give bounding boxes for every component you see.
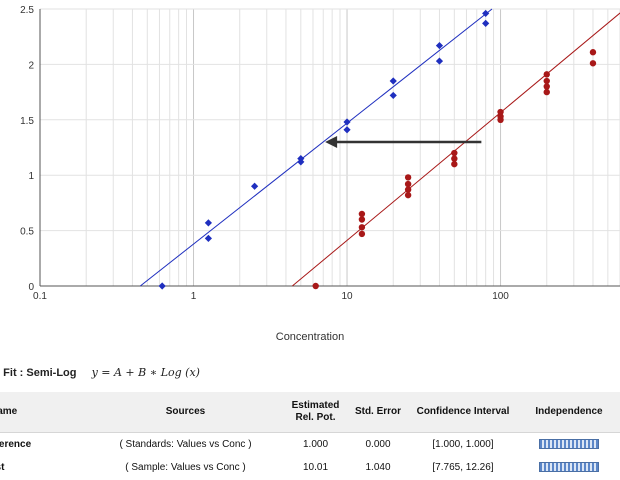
- standard-data-point: [204, 234, 212, 242]
- standard-data-point: [389, 91, 397, 100]
- sample-data-point: [358, 216, 366, 223]
- relative-potency-arrow: [325, 135, 482, 148]
- row-confidence-interval: [7.765, 12.26]: [432, 462, 494, 473]
- sample-data-point: [451, 155, 458, 162]
- fit-equation: y = A + B ∗ Log (x): [91, 366, 200, 379]
- sample-data-point: [404, 180, 412, 188]
- row-sources: ( Sample: Values vs Conc ): [125, 462, 246, 473]
- sample-data-point: [589, 60, 597, 67]
- arrow-head: [325, 135, 338, 148]
- sample-data-point: [497, 108, 504, 116]
- standard-data-point: [482, 19, 490, 28]
- sample-data-point: [404, 186, 412, 193]
- sample-fit-line: [291, 12, 620, 287]
- row-name: eference: [0, 439, 32, 450]
- sample-data-point: [589, 49, 597, 56]
- table-row[interactable]: est ( Sample: Values vs Conc ) 10.01 1.0…: [0, 456, 620, 479]
- row-confidence-interval: [1.000, 1.000]: [432, 439, 494, 450]
- standard-data-point: [482, 9, 490, 18]
- sample-data-point: [497, 113, 504, 120]
- sample-data-point: [358, 224, 366, 231]
- row-std-error: 0.000: [365, 439, 391, 450]
- standard-data-point: [343, 126, 351, 134]
- standard-data-point: [204, 219, 212, 227]
- col-header-sources[interactable]: Sources: [88, 392, 283, 433]
- standard-data-point: [251, 182, 259, 190]
- dose-response-chart: 0 0.5 1 1.5 2 2.5 0.1 1 10 100: [20, 5, 620, 302]
- standard-data-point: [435, 57, 444, 65]
- sample-data-point: [543, 71, 550, 78]
- sample-data-point: [451, 160, 458, 168]
- standard-data-point: [389, 77, 397, 85]
- standard-data-point: [343, 118, 351, 126]
- sample-data-point: [358, 210, 366, 218]
- sample-data-point: [404, 191, 412, 199]
- fit-type-label: e Fit : Semi-Log: [0, 367, 77, 379]
- y-tick-label: 0.5: [20, 227, 34, 238]
- independence-indicator: [539, 462, 599, 473]
- row-name: est: [0, 462, 5, 473]
- grid-lines: [39, 8, 620, 287]
- x-axis-label: Concentration: [275, 331, 345, 343]
- data-points: [158, 9, 597, 290]
- col-header-rel-pot-line2: Rel. Pot.: [295, 412, 336, 423]
- independence-indicator: [539, 439, 599, 450]
- x-tick-label: 1: [191, 291, 197, 302]
- axes: [39, 9, 620, 287]
- y-tick-label: 1.5: [20, 116, 34, 127]
- row-rel-pot: 1.000: [302, 439, 329, 450]
- x-tick-label: 0.1: [33, 291, 47, 302]
- row-independence: [518, 433, 620, 457]
- y-tick-label: 2: [28, 60, 34, 71]
- fit-header: e Fit : Semi-Log y = A + B ∗ Log (x): [0, 366, 200, 384]
- row-sources: ( Standards: Values vs Conc ): [119, 439, 252, 450]
- sample-data-point: [543, 88, 550, 96]
- sample-data-point: [543, 83, 550, 90]
- sample-data-point: [312, 282, 319, 290]
- x-tick-label: 100: [492, 291, 509, 302]
- y-tick-label: 2.5: [20, 5, 34, 16]
- col-header-confidence[interactable]: Confidence Interval: [408, 392, 518, 433]
- col-header-rel-pot-line1: Estimated: [291, 400, 340, 411]
- standard-fit-line: [139, 8, 493, 287]
- tick-labels: 0 0.5 1 1.5 2 2.5 0.1 1 10 100: [20, 5, 509, 302]
- sample-data-point: [404, 174, 412, 181]
- col-header-std-error[interactable]: Std. Error: [348, 392, 408, 433]
- y-tick-label: 1: [28, 171, 34, 182]
- col-header-independence[interactable]: Independence: [518, 392, 620, 433]
- row-independence: [518, 456, 620, 479]
- sample-data-point: [451, 149, 458, 157]
- standard-data-point: [435, 41, 444, 50]
- y-tick-label: 0: [28, 282, 34, 293]
- fit-lines: [139, 8, 620, 287]
- row-std-error: 1.040: [365, 462, 391, 473]
- table-row[interactable]: eference ( Standards: Values vs Conc ) 1…: [0, 433, 620, 457]
- sample-data-point: [358, 230, 366, 238]
- standard-data-point: [297, 154, 305, 163]
- sample-data-point: [543, 77, 550, 85]
- standard-data-point: [158, 282, 166, 290]
- row-rel-pot: 10.01: [302, 462, 329, 473]
- col-header-rel-pot[interactable]: Estimated Rel. Pot.: [283, 392, 348, 433]
- x-tick-label: 10: [341, 291, 353, 302]
- col-header-name[interactable]: Name: [0, 392, 88, 433]
